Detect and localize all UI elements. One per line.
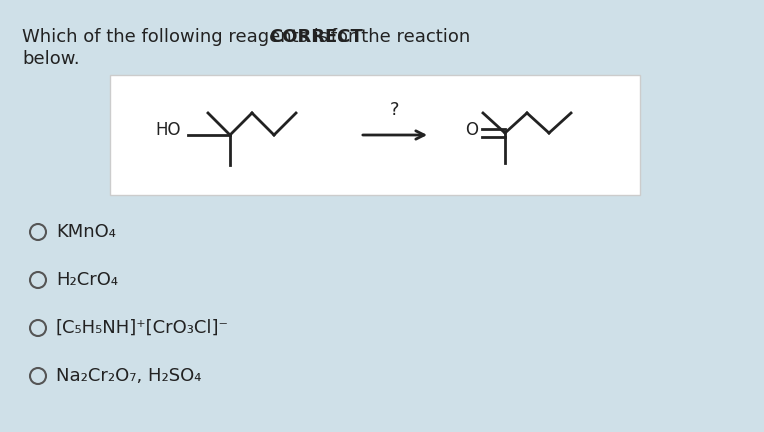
Text: H₂CrO₄: H₂CrO₄ [56,271,118,289]
Text: CORRECT: CORRECT [269,28,363,46]
Text: below.: below. [22,50,79,68]
Text: Which of the following reagents is: Which of the following reagents is [22,28,334,46]
Text: O: O [465,121,478,139]
Text: Na₂Cr₂O₇, H₂SO₄: Na₂Cr₂O₇, H₂SO₄ [56,367,202,385]
FancyBboxPatch shape [110,75,640,195]
FancyArrowPatch shape [363,131,424,139]
Text: [C₅H₅NH]⁺[CrO₃Cl]⁻: [C₅H₅NH]⁺[CrO₃Cl]⁻ [56,319,229,337]
Text: for the reaction: for the reaction [325,28,470,46]
Text: HO: HO [155,121,180,139]
Text: ?: ? [390,101,400,119]
Text: KMnO₄: KMnO₄ [56,223,116,241]
